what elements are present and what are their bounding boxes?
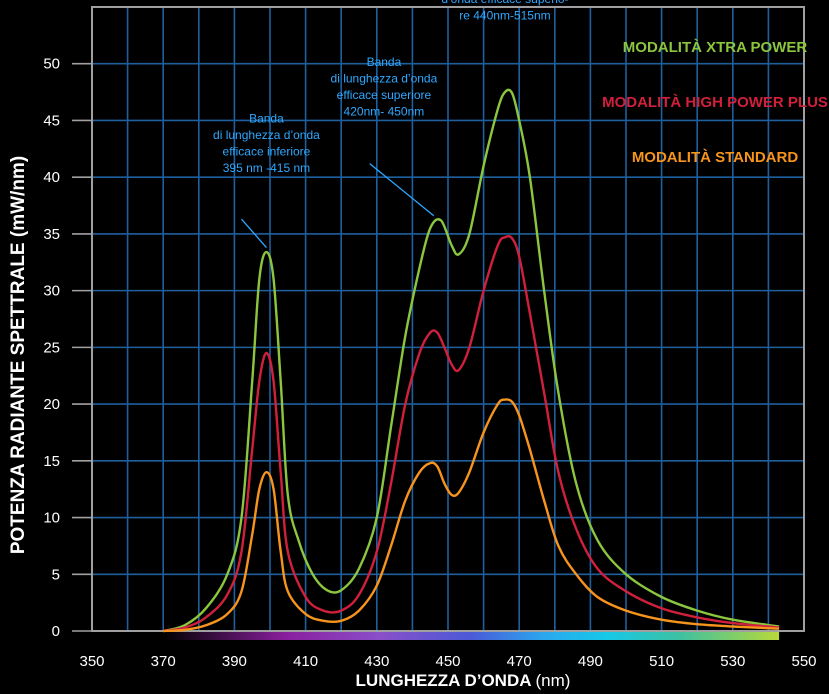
x-tick-label: 550 [791, 653, 816, 670]
annotation-text-line: Banda [249, 112, 284, 126]
x-tick-label: 390 [222, 653, 247, 670]
x-tick-label: 410 [293, 653, 318, 670]
annotation-0: Banda di lunghezza d’onda efficace inferio… [213, 112, 320, 248]
y-axis-title: POTENZA RADIANTE SPETTRALE (mW/nm) [8, 156, 29, 554]
annotation-text-line: d’onda efficace superio- [441, 0, 568, 6]
annotation-pointer-line [241, 218, 267, 248]
annotation-text-line: Banda [367, 55, 402, 69]
annotation-text-line: efficace superiore [337, 88, 432, 102]
x-tick-label: 450 [435, 653, 460, 670]
y-tick-label: 5 [52, 566, 60, 583]
y-tick-label: 10 [43, 510, 60, 527]
legend-entry-1: MODALITÀ HIGH POWER PLUS [602, 94, 828, 111]
x-tick-labels: 350 370 390 410 430 450 470 490 510 530 550 [79, 653, 816, 670]
y-tick-label: 25 [43, 339, 60, 356]
series-line-2 [163, 398, 780, 633]
annotation-text-line: di lunghezza d’onda [213, 128, 320, 142]
y-tick-label: 20 [43, 396, 60, 413]
x-axis-title: LUNGHEZZA D’ONDA (nm) [356, 671, 571, 690]
annotation-text-line: di lunghezza d’onda [331, 71, 438, 85]
x-tick-label: 350 [79, 653, 104, 670]
annotations: Banda di lunghezza d’onda efficace inferio… [213, 0, 569, 248]
x-tick-label: 470 [507, 653, 532, 670]
annotation-pointer-line [369, 163, 435, 217]
annotation-text-line: efficace inferiore [223, 145, 311, 159]
y-tick-label: 15 [43, 453, 60, 470]
annotation-text-line: 395 nm -415 nm [223, 161, 310, 175]
legend: MODALITÀ XTRA POWER MODALITÀ HIGH POWER P… [602, 39, 828, 166]
x-tick-label: 510 [649, 653, 674, 670]
legend-entry-2: MODALITÀ STANDARD [632, 149, 799, 166]
legend-entry-0: MODALITÀ XTRA POWER [623, 39, 808, 56]
annotation-1: Banda di lunghezza d’onda efficace superio… [331, 55, 438, 217]
series-line-1 [163, 235, 780, 633]
series-line-0 [162, 88, 780, 633]
x-tick-label: 430 [364, 653, 389, 670]
y-tick-label: 0 [52, 623, 60, 640]
plot-frame [91, 6, 805, 632]
y-tick-label: 45 [43, 112, 60, 129]
x-axis-title-unit: (nm) [536, 671, 571, 690]
annotation-text-line: re 440nm-515nm [459, 9, 550, 23]
annotation-text-line: 420nm- 450nm [344, 104, 425, 118]
y-tick-label: 35 [43, 226, 60, 243]
x-tick-label: 370 [151, 653, 176, 670]
y-tick-label: 40 [43, 169, 60, 186]
y-tick-labels: 0 5 10 15 20 25 30 35 40 45 50 [43, 56, 92, 640]
x-tick-label: 490 [578, 653, 603, 670]
spectrum-color-bar [163, 630, 780, 640]
y-tick-label: 50 [43, 56, 60, 73]
x-axis-title-main: LUNGHEZZA D’ONDA [356, 671, 532, 690]
x-tick-label: 530 [720, 653, 745, 670]
y-tick-label: 30 [43, 283, 60, 300]
series-lines [162, 88, 780, 633]
